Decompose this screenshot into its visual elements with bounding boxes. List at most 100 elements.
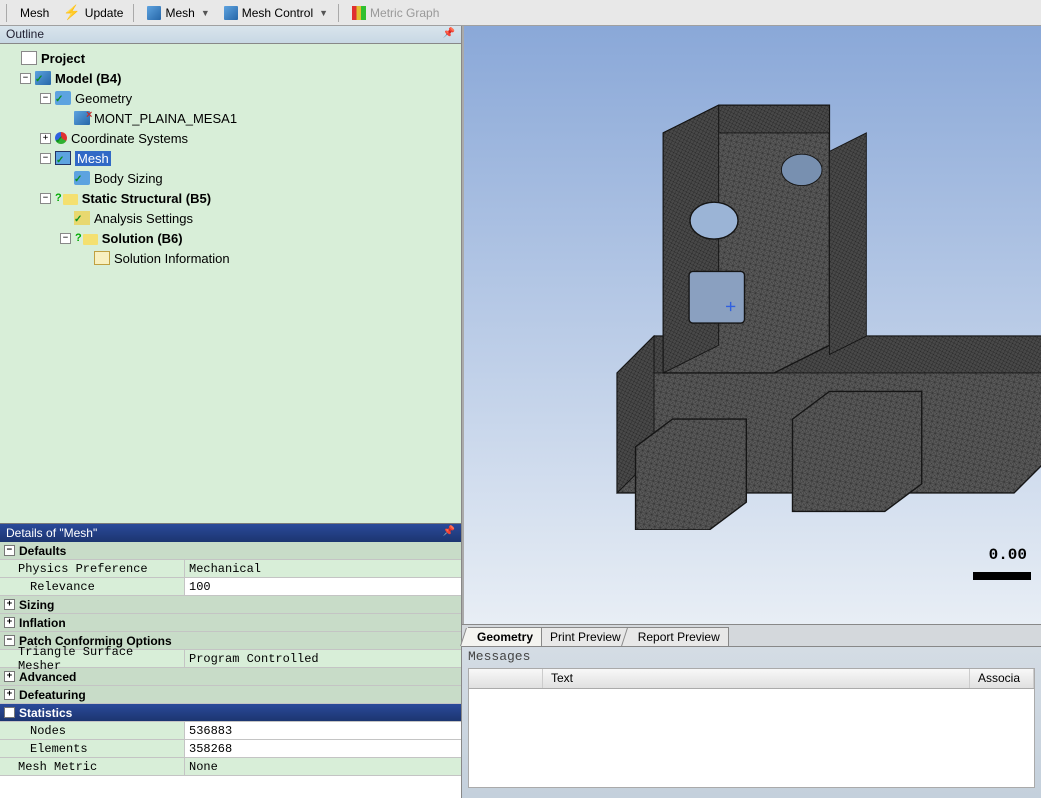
tree-model[interactable]: − Model (B4) xyxy=(0,68,461,88)
pin-icon[interactable]: 📌 xyxy=(443,28,455,39)
collapse-icon[interactable]: − xyxy=(60,233,71,244)
expand-icon[interactable]: + xyxy=(4,617,15,628)
node-label: Geometry xyxy=(75,91,132,106)
col-assoc[interactable]: Associa xyxy=(970,669,1034,688)
outline-panel: Outline 📌 Project −Model (B4) −Geometry … xyxy=(0,26,461,523)
key: Mesh Metric xyxy=(0,758,185,775)
tab-report-preview[interactable]: Report Preview xyxy=(629,627,729,646)
settings-icon xyxy=(74,211,90,225)
node-label: Project xyxy=(41,51,85,66)
col-text[interactable]: Text xyxy=(543,669,970,688)
val[interactable]: Mechanical xyxy=(185,560,461,577)
coord-icon xyxy=(55,132,67,144)
row-nodes[interactable]: Nodes536883 xyxy=(0,722,461,740)
cube-icon xyxy=(224,6,238,20)
node-label: Body Sizing xyxy=(94,171,163,186)
tab-label: Report Preview xyxy=(638,630,720,644)
section-label: Sizing xyxy=(19,598,54,612)
tab-geometry[interactable]: Geometry xyxy=(468,627,542,646)
mesh-label: Mesh xyxy=(20,6,49,20)
tree-mesh[interactable]: − Mesh xyxy=(0,148,461,168)
collapse-icon[interactable]: − xyxy=(4,635,15,646)
tree-geometry[interactable]: − Geometry xyxy=(0,88,461,108)
mesh-menu-button[interactable]: Mesh▼ xyxy=(141,4,215,22)
node-label: Model (B4) xyxy=(55,71,121,86)
section-label: Statistics xyxy=(19,706,72,720)
collapse-icon[interactable]: − xyxy=(4,707,15,718)
outline-tree: Project −Model (B4) −Geometry MONT_PLAIN… xyxy=(0,44,461,523)
metric-graph-button[interactable]: Metric Graph xyxy=(346,4,445,22)
node-label: Solution Information xyxy=(114,251,230,266)
mesh-button[interactable]: Mesh xyxy=(14,4,55,22)
details-panel: Details of "Mesh" 📌 −Defaults Physics Pr… xyxy=(0,523,461,798)
tree-body-sizing[interactable]: Body Sizing xyxy=(0,168,461,188)
collapse-icon[interactable]: − xyxy=(4,545,15,556)
collapse-icon[interactable]: − xyxy=(40,153,51,164)
node-label: Static Structural (B5) xyxy=(82,191,211,206)
expand-icon[interactable]: + xyxy=(4,671,15,682)
key: Physics Preference xyxy=(0,560,185,577)
cube-icon xyxy=(147,6,161,20)
val[interactable]: 100 xyxy=(185,578,461,595)
messages-table: Text Associa xyxy=(468,668,1035,788)
expand-icon[interactable]: + xyxy=(4,689,15,700)
section-defaults[interactable]: −Defaults xyxy=(0,542,461,560)
val[interactable]: None xyxy=(185,758,461,775)
collapse-icon[interactable]: − xyxy=(20,73,31,84)
3d-viewport[interactable]: 0.00 xyxy=(462,26,1041,624)
row-relevance[interactable]: Relevance100 xyxy=(0,578,461,596)
section-label: Defeaturing xyxy=(19,688,86,702)
section-label: Advanced xyxy=(19,670,76,684)
row-mesh-metric[interactable]: Mesh MetricNone xyxy=(0,758,461,776)
tab-print-preview[interactable]: Print Preview xyxy=(541,627,630,646)
mesh-model xyxy=(534,96,1041,530)
collapse-icon[interactable]: − xyxy=(40,93,51,104)
messages-panel: Messages Text Associa xyxy=(462,646,1041,798)
row-tri-mesher[interactable]: Triangle Surface MesherProgram Controlle… xyxy=(0,650,461,668)
expand-icon[interactable]: + xyxy=(4,599,15,610)
question-icon: ? xyxy=(55,192,62,204)
row-elements[interactable]: Elements358268 xyxy=(0,740,461,758)
bar-chart-icon xyxy=(352,6,366,20)
tree-solution[interactable]: −? Solution (B6) xyxy=(0,228,461,248)
node-label: Mesh xyxy=(75,151,111,166)
details-title: Details of "Mesh" xyxy=(6,526,97,540)
messages-title: Messages xyxy=(462,647,1041,666)
val[interactable]: Program Controlled xyxy=(185,650,461,667)
messages-header-row: Text Associa xyxy=(469,669,1034,689)
tree-project[interactable]: Project xyxy=(0,48,461,68)
question-icon: ? xyxy=(75,232,82,244)
outline-title: Outline xyxy=(6,27,44,41)
section-statistics[interactable]: −Statistics xyxy=(0,704,461,722)
sizing-icon xyxy=(74,171,90,185)
tree-analysis[interactable]: Analysis Settings xyxy=(0,208,461,228)
tree-geom-item[interactable]: MONT_PLAINA_MESA1 xyxy=(0,108,461,128)
details-grid: −Defaults Physics PreferenceMechanical R… xyxy=(0,542,461,798)
view-tabs: Geometry Print Preview Report Preview xyxy=(462,624,1041,646)
geometry-icon xyxy=(55,91,71,105)
section-label: Defaults xyxy=(19,544,66,558)
node-label: Analysis Settings xyxy=(94,211,193,226)
folder-icon xyxy=(83,234,98,245)
mesh-control-label: Mesh Control xyxy=(242,6,313,20)
section-sizing[interactable]: + Sizing xyxy=(0,596,461,614)
section-advanced[interactable]: + Advanced xyxy=(0,668,461,686)
node-label: Solution (B6) xyxy=(102,231,183,246)
section-inflation[interactable]: +Inflation xyxy=(0,614,461,632)
update-button[interactable]: ⚡Update xyxy=(57,2,129,23)
tree-static[interactable]: −? Static Structural (B5) xyxy=(0,188,461,208)
expand-icon[interactable]: + xyxy=(40,133,51,144)
chevron-down-icon: ▼ xyxy=(319,8,328,18)
col-blank[interactable] xyxy=(469,669,543,688)
tab-label: Geometry xyxy=(477,630,533,644)
tree-sol-info[interactable]: Solution Information xyxy=(0,248,461,268)
mesh-control-button[interactable]: Mesh Control ▼ xyxy=(218,4,334,22)
tree-coord[interactable]: +Coordinate Systems xyxy=(0,128,461,148)
update-label: Update xyxy=(85,6,124,20)
part-icon xyxy=(74,111,90,125)
collapse-icon[interactable]: − xyxy=(40,193,51,204)
pin-icon[interactable]: 📌 xyxy=(443,526,455,537)
row-physics-pref[interactable]: Physics PreferenceMechanical xyxy=(0,560,461,578)
section-defeaturing[interactable]: + Defeaturing xyxy=(0,686,461,704)
details-header: Details of "Mesh" 📌 xyxy=(0,524,461,542)
